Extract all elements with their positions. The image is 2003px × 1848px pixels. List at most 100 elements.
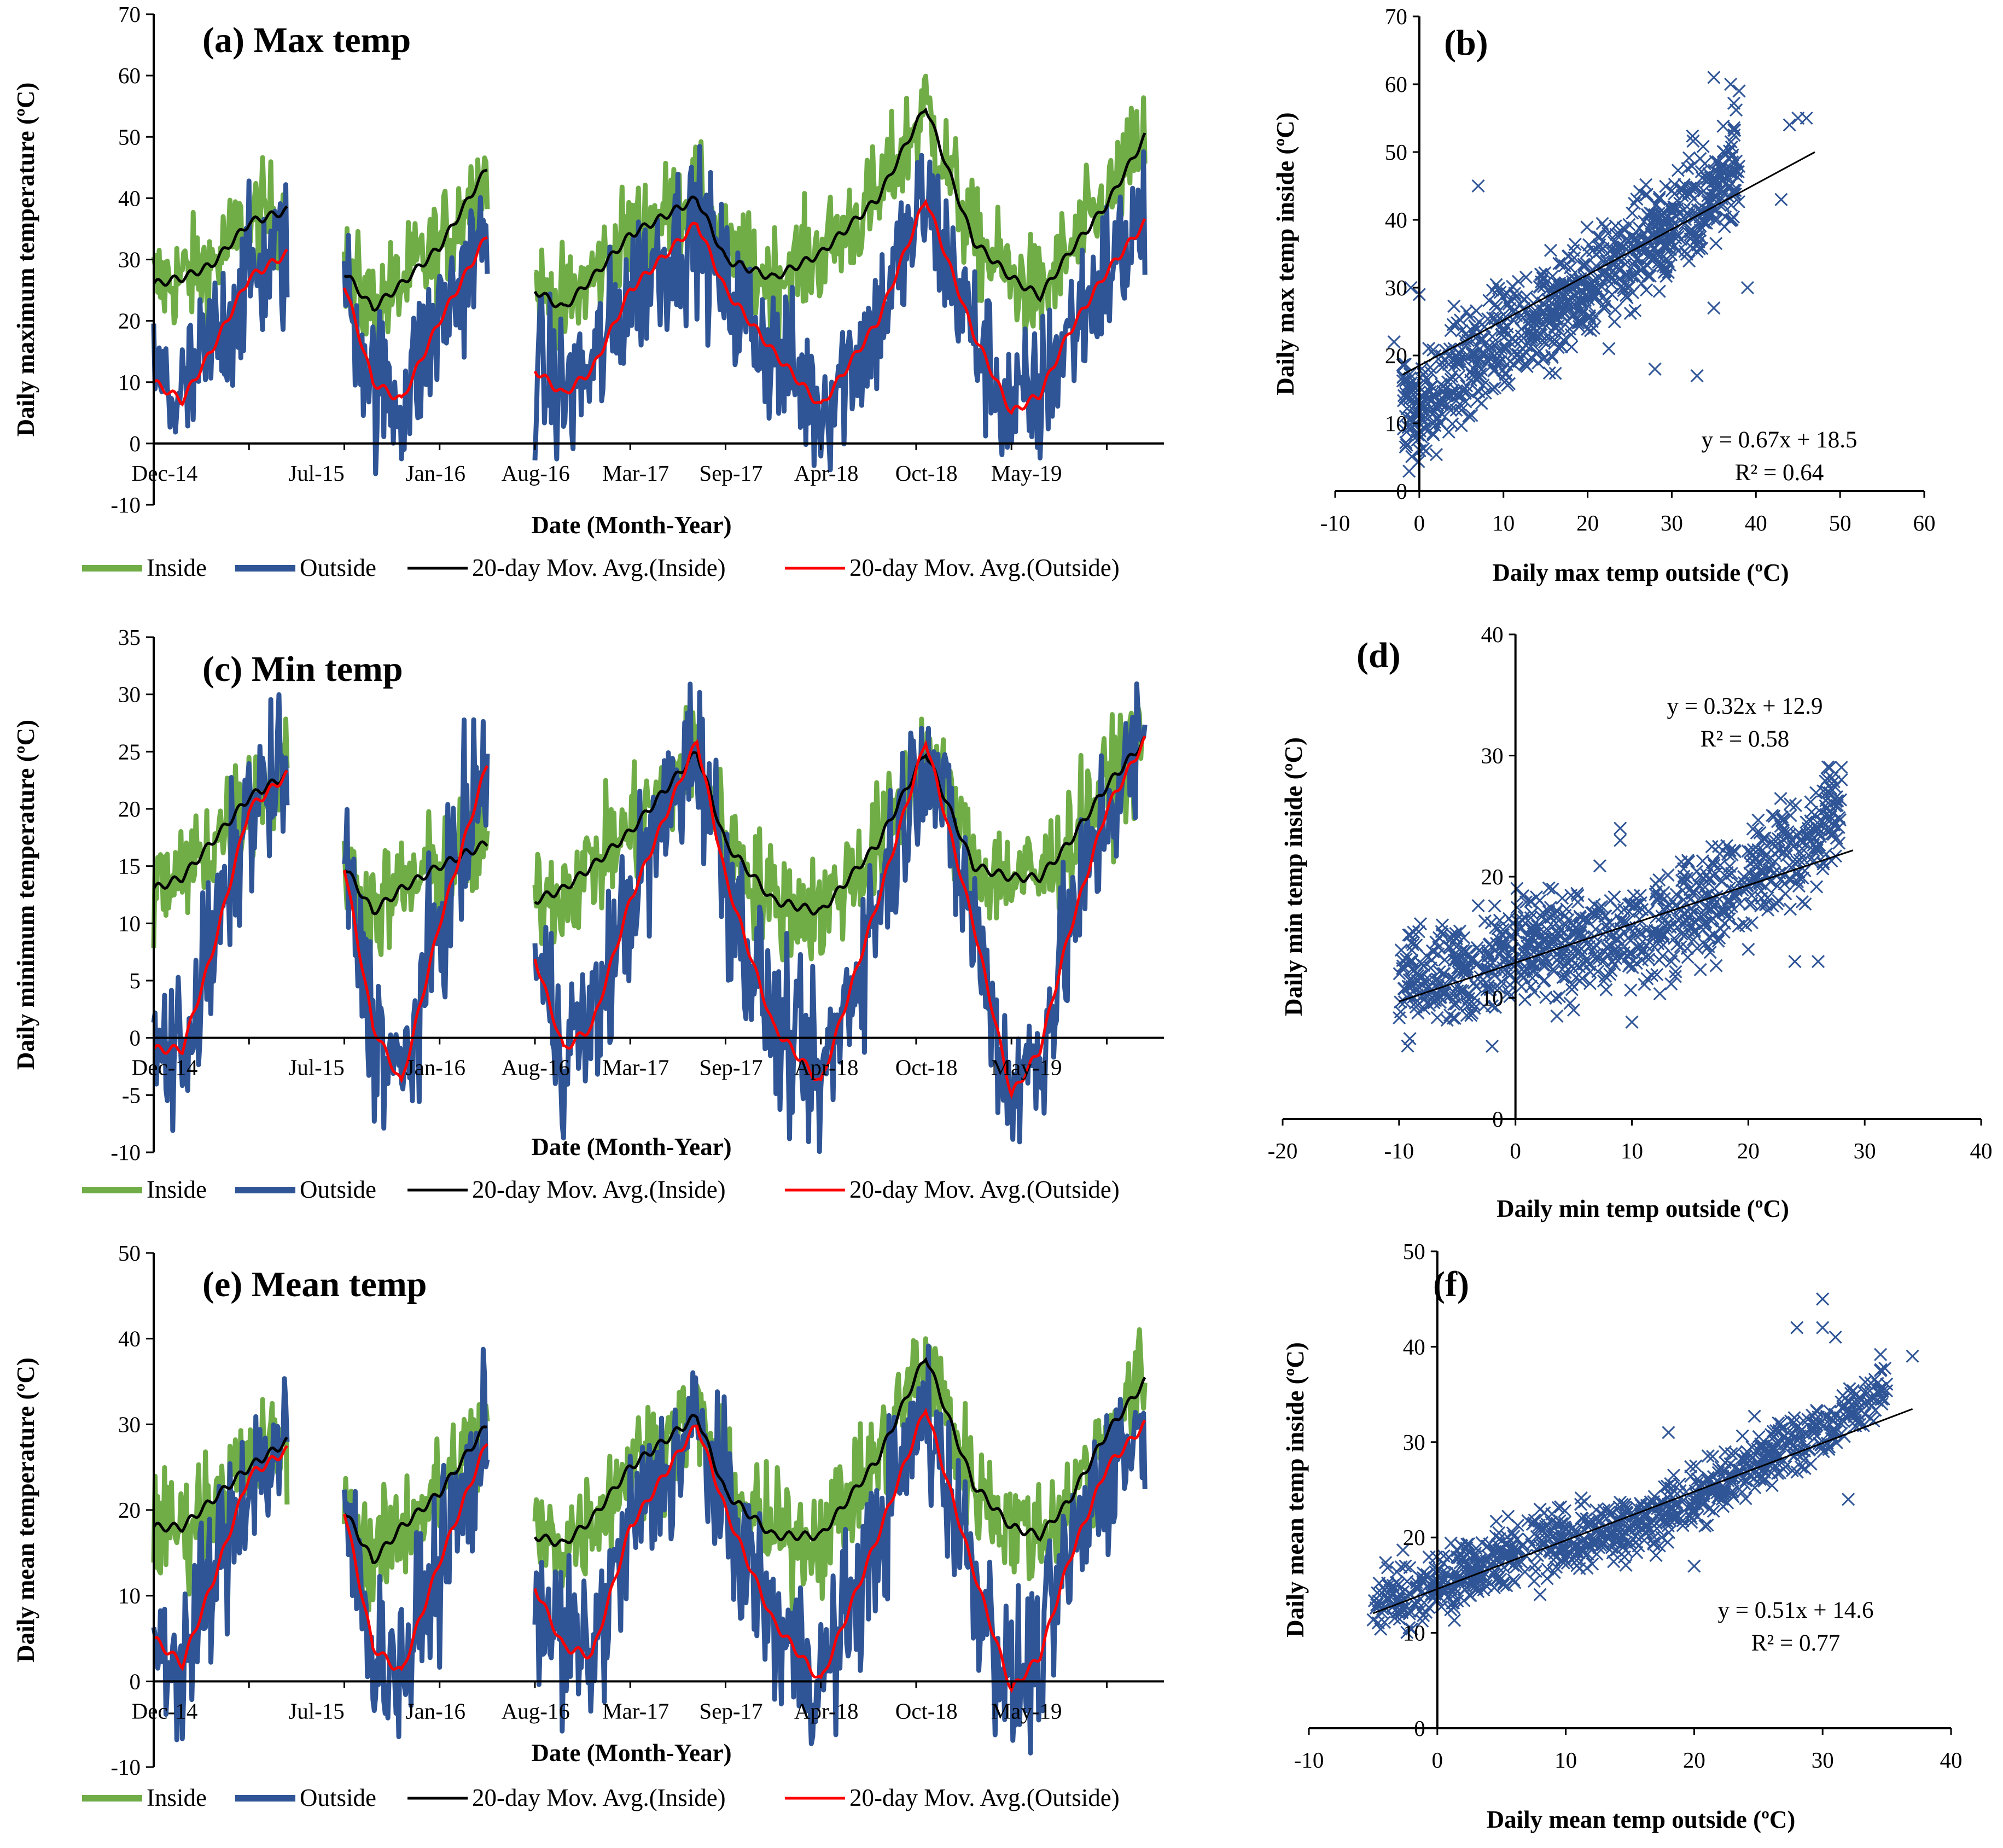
data-point xyxy=(1686,129,1699,143)
data-point xyxy=(1753,826,1767,840)
data-point xyxy=(1732,195,1745,208)
data-point xyxy=(1415,362,1429,376)
data-point xyxy=(1405,450,1419,463)
data-point xyxy=(1655,1530,1669,1544)
data-point xyxy=(1684,228,1698,241)
data-point xyxy=(1755,884,1768,897)
data-point xyxy=(1444,372,1458,386)
data-point xyxy=(1545,1507,1559,1521)
data-point xyxy=(1658,1497,1672,1511)
data-point xyxy=(1529,313,1543,327)
outside-moving-average-line-0 xyxy=(153,248,288,407)
x-tick-label: 60 xyxy=(1913,510,1936,535)
data-point xyxy=(1821,760,1835,774)
data-point xyxy=(1399,1559,1412,1573)
data-point xyxy=(1809,825,1823,838)
data-point xyxy=(1446,318,1460,331)
data-point xyxy=(1723,844,1737,858)
legend-entry: 20-day Mov. Avg.(Inside) xyxy=(472,1784,726,1811)
outside-daily-series-2 xyxy=(532,1343,1148,1756)
data-point xyxy=(1652,873,1666,887)
y-tick-label: 20 xyxy=(118,796,141,821)
data-point xyxy=(1482,1555,1495,1569)
data-point xyxy=(1784,873,1798,887)
data-point xyxy=(1419,1605,1433,1619)
data-point xyxy=(1411,1006,1425,1020)
outside-daily-series-0 xyxy=(151,1376,290,1742)
legend-entry: Outside xyxy=(300,1176,376,1203)
data-point xyxy=(1564,328,1578,342)
data-point xyxy=(1737,870,1751,884)
data-point xyxy=(1717,158,1731,172)
data-point xyxy=(1494,355,1507,369)
data-point xyxy=(1496,363,1510,377)
y-tick-label: -10 xyxy=(110,1754,141,1780)
data-point xyxy=(1705,840,1719,854)
data-point xyxy=(1517,293,1530,306)
data-point xyxy=(1642,952,1656,966)
data-point xyxy=(1678,244,1692,258)
data-point xyxy=(1701,1449,1715,1463)
data-point xyxy=(1558,259,1571,273)
data-point xyxy=(1745,849,1759,863)
data-point xyxy=(1488,1000,1502,1014)
outside-moving-average-line-1 xyxy=(343,765,489,1084)
data-point xyxy=(1414,957,1429,971)
data-point xyxy=(1800,111,1813,125)
data-point xyxy=(1372,1576,1386,1590)
legend-entry: Inside xyxy=(147,1784,207,1811)
data-point xyxy=(1370,1598,1384,1612)
data-point xyxy=(1765,858,1779,872)
data-point xyxy=(1462,409,1476,423)
y-tick-label: 0 xyxy=(1492,1106,1504,1132)
data-point xyxy=(1664,977,1678,991)
data-point xyxy=(1708,213,1721,226)
data-point xyxy=(1705,855,1720,869)
data-point xyxy=(1677,862,1691,876)
trend-equation: y = 0.32x + 12.9 xyxy=(1667,693,1823,719)
x-tick-label: 20 xyxy=(1737,1138,1760,1163)
data-point xyxy=(1574,284,1588,298)
data-point xyxy=(1428,418,1442,433)
data-point xyxy=(1445,384,1459,398)
data-point xyxy=(1733,1466,1747,1480)
data-point xyxy=(1651,937,1665,951)
data-point xyxy=(1485,999,1499,1013)
data-point xyxy=(1508,1541,1522,1554)
data-point xyxy=(1620,915,1633,929)
outside-daily-series-1 xyxy=(342,1346,490,1739)
data-point xyxy=(1432,1580,1446,1594)
data-point xyxy=(1457,931,1471,945)
y-tick-label: 10 xyxy=(1385,411,1407,436)
data-point xyxy=(1696,139,1710,153)
legend-entry: 20-day Mov. Avg.(Outside) xyxy=(849,1784,1120,1811)
data-point xyxy=(1519,895,1533,909)
x-tick-label: Mar-17 xyxy=(602,1055,669,1080)
data-point xyxy=(1858,1386,1871,1400)
data-point xyxy=(1694,868,1708,882)
data-point xyxy=(1463,1588,1476,1602)
data-point xyxy=(1469,1557,1482,1571)
data-point xyxy=(1460,305,1474,318)
x-tick-label: Aug-16 xyxy=(502,460,570,486)
data-point xyxy=(1742,942,1755,956)
data-point xyxy=(1536,954,1550,967)
data-point xyxy=(1597,974,1611,988)
data-point xyxy=(1504,294,1517,307)
data-point xyxy=(1540,922,1553,936)
data-point xyxy=(1769,1436,1783,1449)
data-point xyxy=(1552,990,1566,1004)
legend-entry: Inside xyxy=(147,554,207,581)
data-point xyxy=(1652,190,1667,204)
data-point xyxy=(1451,1570,1465,1584)
y-tick-label: 5 xyxy=(130,968,141,993)
data-point xyxy=(1576,947,1589,961)
data-point xyxy=(1848,1410,1861,1424)
data-point xyxy=(1640,208,1654,221)
x-tick-label: Dec-14 xyxy=(132,1698,198,1723)
data-point xyxy=(1617,252,1631,265)
data-point xyxy=(1460,1541,1474,1555)
data-point xyxy=(1617,284,1631,298)
data-point xyxy=(1627,255,1641,269)
